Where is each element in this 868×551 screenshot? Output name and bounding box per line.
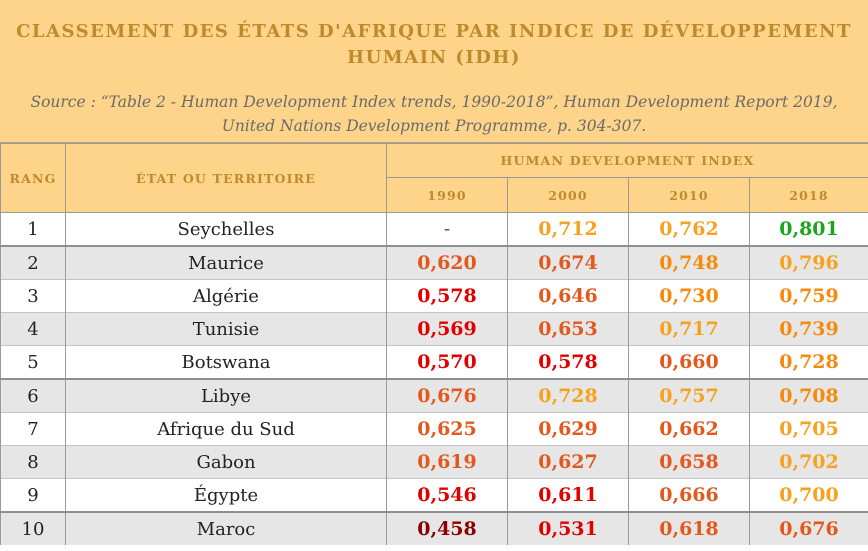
state-name-cell: Afrique du Sud: [65, 412, 387, 446]
hdi-value-cell: 0,739: [748, 312, 868, 346]
table-row: 2 Maurice 0,620 0,674 0,748 0,796: [0, 245, 868, 280]
hdi-value-cell: 0,578: [507, 345, 629, 379]
table-row: 3 Algérie 0,578 0,646 0,730 0,759: [0, 279, 868, 313]
rank-cell: 3: [0, 279, 66, 313]
hdi-value-cell: 0,620: [386, 245, 508, 280]
hdi-value-cell: 0,458: [386, 511, 508, 545]
rank-cell: 7: [0, 412, 66, 446]
hdi-value-cell: 0,796: [748, 245, 868, 280]
hdi-value-cell: 0,666: [628, 478, 750, 512]
hdi-value-cell: 0,712: [507, 212, 629, 246]
hdi-value-cell: 0,646: [507, 279, 629, 313]
column-header-year: 2000: [507, 177, 629, 213]
state-name-cell: Libye: [65, 378, 387, 413]
hdi-ranking-table: RANG ÉTAT OU TERRITOIRE HUMAN DEVELOPMEN…: [0, 143, 868, 545]
hdi-value-cell: 0,531: [507, 511, 629, 545]
column-header-state: ÉTAT OU TERRITOIRE: [65, 143, 387, 213]
hdi-value-cell: 0,660: [628, 345, 750, 379]
state-name-cell: Maroc: [65, 511, 387, 545]
hdi-value-cell: -: [386, 212, 508, 246]
page-title: CLASSEMENT DES ÉTATS D'AFRIQUE PAR INDIC…: [0, 19, 868, 71]
table-row: 1 Seychelles -0,712 0,762 0,801: [0, 212, 868, 246]
source-line-1: Source : “Table 2 - Human Development In…: [30, 93, 838, 111]
column-header-year: 2010: [628, 177, 750, 213]
source-citation: Source : “Table 2 - Human Development In…: [0, 90, 868, 138]
column-header-hdi: HUMAN DEVELOPMENT INDEX: [385, 143, 868, 178]
hdi-value-cell: 0,708: [748, 378, 868, 413]
hdi-value-cell: 0,705: [748, 412, 868, 446]
state-name-cell: Maurice: [65, 245, 387, 280]
rank-cell: 2: [0, 245, 66, 280]
column-header-rank: RANG: [0, 143, 66, 213]
rank-cell: 1: [0, 212, 66, 246]
hdi-value-cell: 0,748: [628, 245, 750, 280]
title-line-2: HUMAIN (IDH): [347, 47, 521, 68]
rank-cell: 9: [0, 478, 66, 512]
hdi-value-cell: 0,578: [386, 279, 508, 313]
hdi-value-cell: 0,662: [628, 412, 750, 446]
column-header-year: 2018: [748, 177, 868, 213]
title-line-1: CLASSEMENT DES ÉTATS D'AFRIQUE PAR INDIC…: [16, 21, 852, 42]
state-name-cell: Botswana: [65, 345, 387, 379]
hdi-value-cell: 0,658: [628, 445, 750, 479]
hdi-value-cell: 0,730: [628, 279, 750, 313]
state-name-cell: Tunisie: [65, 312, 387, 346]
table-row: 9 Égypte 0,546 0,611 0,666 0,700: [0, 478, 868, 512]
rank-cell: 6: [0, 378, 66, 413]
column-header-year: 1990: [386, 177, 508, 213]
hdi-value-cell: 0,618: [628, 511, 750, 545]
hdi-value-cell: 0,570: [386, 345, 508, 379]
table-row: 7 Afrique du Sud 0,625 0,629 0,662 0,705: [0, 412, 868, 446]
state-name-cell: Gabon: [65, 445, 387, 479]
hdi-value-cell: 0,762: [628, 212, 750, 246]
hdi-value-cell: 0,728: [507, 378, 629, 413]
hdi-value-cell: 0,759: [748, 279, 868, 313]
state-name-cell: Égypte: [65, 478, 387, 512]
hdi-value-cell: 0,702: [748, 445, 868, 479]
hdi-value-cell: 0,757: [628, 378, 750, 413]
table-row: 4 Tunisie 0,569 0,653 0,717 0,739: [0, 312, 868, 346]
hdi-value-cell: 0,674: [507, 245, 629, 280]
hdi-value-cell: 0,676: [748, 511, 868, 545]
hdi-value-cell: 0,728: [748, 345, 868, 379]
hdi-value-cell: 0,801: [748, 212, 868, 246]
hdi-value-cell: 0,619: [386, 445, 508, 479]
hdi-value-cell: 0,629: [507, 412, 629, 446]
table-row: 5 Botswana 0,570 0,578 0,660 0,728: [0, 345, 868, 379]
hdi-value-cell: 0,700: [748, 478, 868, 512]
hdi-value-cell: 0,717: [628, 312, 750, 346]
state-name-cell: Seychelles: [65, 212, 387, 246]
state-name-cell: Algérie: [65, 279, 387, 313]
hdi-value-cell: 0,611: [507, 478, 629, 512]
table-body: 1 Seychelles -0,712 0,762 0,801 2 Maurice 0,620…: [0, 212, 868, 545]
table-row: 8 Gabon 0,619 0,627 0,658 0,702: [0, 445, 868, 479]
hdi-value-cell: 0,627: [507, 445, 629, 479]
hdi-value-cell: 0,653: [507, 312, 629, 346]
rank-cell: 5: [0, 345, 66, 379]
rank-cell: 10: [0, 511, 66, 545]
hdi-value-cell: 0,546: [386, 478, 508, 512]
hdi-value-cell: 0,676: [386, 378, 508, 413]
table-row: 10 Maroc 0,458 0,531 0,618 0,676: [0, 511, 868, 545]
rank-cell: 4: [0, 312, 66, 346]
rank-cell: 8: [0, 445, 66, 479]
table-row: 6 Libye 0,676 0,728 0,757 0,708: [0, 378, 868, 413]
source-line-2: United Nations Development Programme, p.…: [221, 117, 647, 135]
table-header-banner: CLASSEMENT DES ÉTATS D'AFRIQUE PAR INDIC…: [0, 0, 868, 143]
hdi-value-cell: 0,569: [386, 312, 508, 346]
hdi-value-cell: 0,625: [386, 412, 508, 446]
